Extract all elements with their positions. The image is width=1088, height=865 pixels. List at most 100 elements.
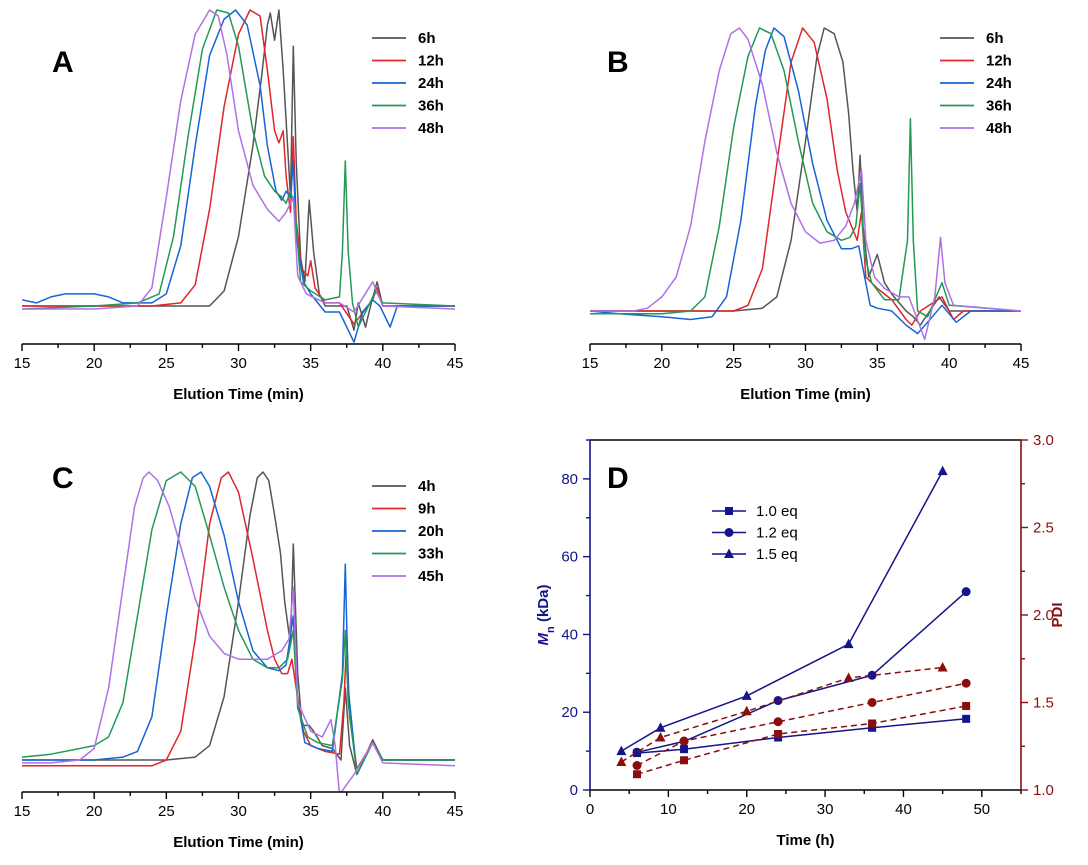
- legend-label: 36h: [986, 98, 1012, 115]
- y-right-tick-label: 2.5: [1033, 520, 1054, 537]
- series-group-0: [633, 714, 971, 758]
- series-line-24h: [590, 27, 1021, 335]
- series-line-6h: [22, 9, 455, 331]
- legend-label: 24h: [418, 75, 444, 92]
- legend-swatch-marker: [725, 507, 733, 515]
- legend-label: 6h: [418, 30, 436, 47]
- legend-label: 4h: [418, 478, 436, 495]
- legend-label: 1.2 eq: [756, 525, 798, 542]
- data-point: [867, 670, 877, 680]
- x-tick-label: 45: [447, 355, 464, 372]
- x-tick-label: 20: [86, 355, 103, 372]
- series-line-48h: [22, 9, 455, 313]
- series-line: [620, 666, 943, 763]
- panel-a: 15 20 25 30 35 40 45 Elution Time (min) A 6h 12h 24…: [14, 9, 464, 403]
- curves-group: [22, 9, 455, 343]
- data-point: [961, 678, 971, 688]
- data-point: [741, 690, 752, 700]
- x-tick-label: 30: [817, 801, 834, 818]
- x-tick-label: 15: [14, 803, 31, 820]
- x-tick-label: 25: [725, 355, 742, 372]
- legend-label: 45h: [418, 568, 444, 585]
- series-group-3: [633, 702, 971, 779]
- data-point: [843, 638, 854, 649]
- series-line-12h: [22, 9, 455, 325]
- y-left-tick-label: 60: [561, 549, 578, 566]
- data-point: [632, 747, 642, 757]
- x-tick-label: 35: [869, 355, 886, 372]
- data-point: [632, 761, 642, 770]
- data-point: [843, 672, 854, 682]
- x-tick-label: 25: [158, 803, 175, 820]
- y-left-tick-label: 20: [561, 704, 578, 721]
- data-point: [961, 587, 971, 597]
- data-point: [655, 732, 666, 742]
- data-point: [773, 696, 783, 706]
- x-tick-label: 30: [230, 355, 247, 372]
- x-tick-label: 30: [797, 355, 814, 372]
- x-tick-label: 30: [230, 803, 247, 820]
- data-point: [680, 745, 689, 754]
- data-point: [679, 736, 689, 746]
- series-group-2: [616, 465, 948, 756]
- y-right-tick-label: 1.0: [1033, 782, 1054, 799]
- data-point: [937, 465, 948, 476]
- series-line-36h: [22, 9, 455, 328]
- series-line-6h: [590, 27, 1021, 326]
- x-tick-label: 50: [973, 801, 990, 818]
- legend-label: 6h: [986, 30, 1004, 47]
- x-tick-label: 15: [14, 355, 31, 372]
- series-group-4: [632, 678, 971, 770]
- series-line-4h: [22, 471, 455, 776]
- data-point: [962, 702, 971, 710]
- series-line-36h: [590, 27, 1021, 318]
- y-right-tick-label: 1.5: [1033, 695, 1054, 712]
- data-point: [937, 662, 948, 672]
- x-tick-label: 40: [374, 355, 391, 372]
- x-tick-label: 20: [653, 355, 670, 372]
- panel-d: 0 10 20 30 40 50 Time (h) 0 20 40 60 80 1.0 1.5 2.0 2.5…: [535, 432, 1066, 849]
- y-left-axis-title: Mn (kDa): [535, 585, 557, 646]
- x-tick-label: 0: [586, 801, 594, 818]
- series-line-9h: [22, 471, 455, 770]
- data-point: [655, 722, 666, 732]
- x-axis-title: Time (h): [776, 832, 834, 849]
- data-point: [616, 745, 627, 756]
- data-point: [680, 756, 689, 765]
- series-line-20h: [22, 471, 455, 776]
- series-line-33h: [22, 471, 455, 776]
- data-point: [773, 717, 783, 727]
- x-tick-label: 35: [302, 803, 319, 820]
- curves-group: [22, 471, 455, 792]
- legend-label: 9h: [418, 501, 436, 518]
- y-left-tick-label: 40: [561, 626, 578, 643]
- x-tick-label: 40: [941, 355, 958, 372]
- x-tick-label: 40: [895, 801, 912, 818]
- data-point: [868, 719, 877, 728]
- data-point: [616, 756, 627, 766]
- series-line-45h: [22, 471, 455, 792]
- legend-swatch-marker: [724, 548, 734, 558]
- x-tick-label: 35: [302, 355, 319, 372]
- series-line-12h: [590, 27, 1021, 326]
- y-right-tick-label: 2.0: [1033, 607, 1054, 624]
- legend-label: 24h: [986, 75, 1012, 92]
- data-point: [774, 730, 783, 738]
- x-tick-label: 45: [1013, 355, 1030, 372]
- legend-label: 33h: [418, 546, 444, 563]
- data-point: [867, 698, 877, 707]
- legend-label: 12h: [418, 53, 444, 70]
- legend-label: 1.5 eq: [756, 546, 798, 563]
- legend-label: 48h: [418, 120, 444, 137]
- series-line: [636, 682, 967, 767]
- legend-label: 36h: [418, 98, 444, 115]
- data-point: [741, 705, 752, 716]
- y-left-tick-label: 0: [570, 782, 578, 799]
- series-line-48h: [590, 27, 1021, 341]
- panel-c: 15 20 25 30 35 40 45 Elution Time (min) C 4h 9h 20h…: [14, 462, 464, 851]
- x-tick-label: 40: [374, 803, 391, 820]
- data-point: [962, 714, 971, 723]
- curves-group: [590, 27, 1021, 341]
- x-axis-title: Elution Time (min): [740, 386, 871, 403]
